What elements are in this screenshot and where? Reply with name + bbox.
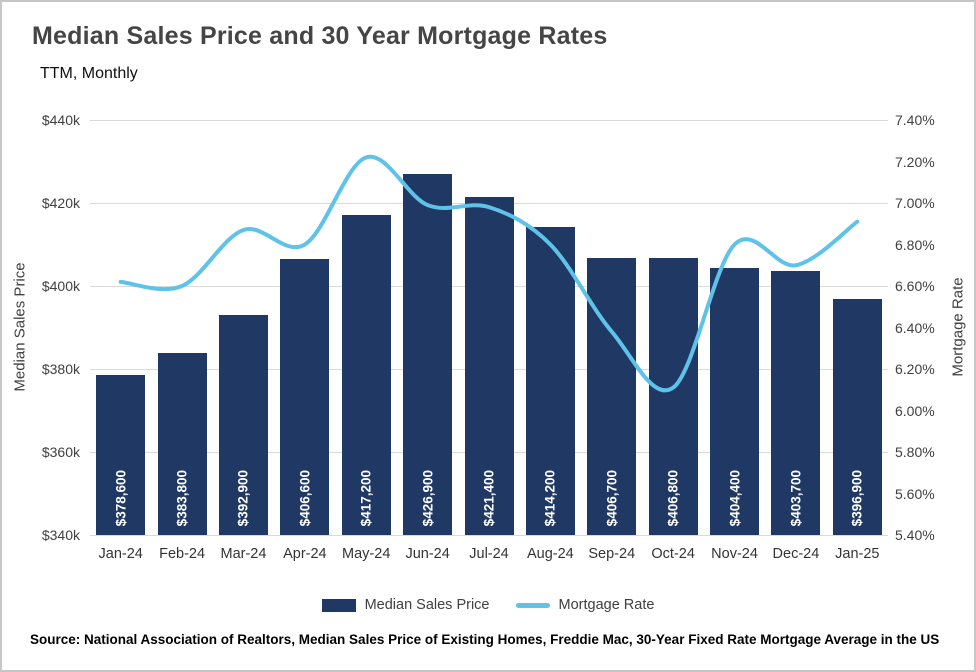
chart-subtitle: TTM, Monthly — [40, 65, 138, 82]
bar-Mar-24: $392,900 — [218, 315, 268, 535]
right-axis-title: Mortgage Rate — [949, 277, 967, 377]
axis-tick-label: $340k — [41, 527, 80, 543]
bar-Apr-24: $406,600 — [280, 258, 330, 535]
x-axis-label: Jun-24 — [405, 546, 450, 562]
axis-tick-label: 6.00% — [895, 402, 935, 419]
axis-tick-label: $380k — [41, 361, 80, 377]
axis-tick-label: 5.40% — [895, 527, 935, 543]
axis-tick-label: 7.40% — [895, 112, 935, 128]
x-axis-label: Feb-24 — [159, 546, 206, 562]
right-axis-ticks: 7.40% 7.20% 7.00% 6.80% 6.60% 6.40% 6.20% 6.00%… — [895, 112, 947, 543]
axis-tick-label: 6.60% — [895, 278, 935, 294]
plot-area: $378,600 $383,800 $392,900 $406,600 $417,200… — [90, 120, 888, 536]
axis-tick-label: $360k — [41, 444, 80, 460]
bar-swatch-icon — [321, 598, 356, 612]
axis-tick-label: 5.60% — [895, 485, 935, 502]
left-axis-ticks: $440k $420k $400k $380k $360k $340k — [28, 112, 80, 543]
x-axis-labels: Jan-24 Feb-24 Mar-24 Apr-24 May-24 Jun-24 Jul-… — [90, 546, 888, 568]
gridline — [90, 120, 888, 121]
legend-label: Mortgage Rate — [558, 597, 655, 613]
left-axis-title: Median Sales Price — [11, 262, 29, 392]
bar-Jun-24: $426,900 — [403, 174, 453, 535]
x-axis-label: Apr-24 — [283, 546, 327, 562]
axis-tick-label: 6.80% — [895, 236, 935, 253]
source-note: Source: National Association of Realtors… — [30, 632, 940, 647]
axis-tick-label: 5.80% — [895, 444, 935, 460]
axis-tick-label: $400k — [41, 278, 80, 294]
legend-item-median-sales-price: Median Sales Price — [321, 597, 490, 613]
x-axis-label: Mar-24 — [220, 546, 267, 562]
legend: Median Sales Price Mortgage Rate — [2, 597, 974, 613]
x-axis-label: Aug-24 — [526, 546, 574, 562]
bar-Jul-24: $421,400 — [464, 197, 514, 535]
bar-Dec-24: $403,700 — [771, 270, 821, 535]
x-axis-label: May-24 — [342, 546, 391, 562]
gridline — [90, 535, 888, 536]
x-axis-label: Jan-24 — [98, 546, 143, 562]
axis-tick-label: 7.00% — [895, 195, 935, 211]
axis-tick-label: $440k — [41, 112, 80, 128]
x-axis-label: Dec-24 — [772, 546, 820, 562]
bar-Sep-24: $406,700 — [587, 258, 637, 535]
chart-title: Median Sales Price and 30 Year Mortgage … — [32, 22, 608, 50]
line-swatch-icon — [515, 602, 550, 608]
x-axis-label: Nov-24 — [711, 546, 758, 562]
axis-tick-label: 7.20% — [895, 153, 935, 170]
axis-tick-label: $420k — [41, 195, 80, 211]
legend-item-mortgage-rate: Mortgage Rate — [515, 597, 655, 613]
axis-tick-label: 6.20% — [895, 361, 935, 377]
bar-Jan-24: $378,600 — [96, 374, 146, 535]
bar-May-24: $417,200 — [341, 214, 391, 535]
x-axis-label: Jul-24 — [469, 546, 509, 562]
axis-tick-label: 6.40% — [895, 319, 935, 336]
bar-Aug-24: $414,200 — [525, 227, 575, 535]
legend-label: Median Sales Price — [364, 597, 490, 613]
x-axis-label: Jan-25 — [835, 546, 880, 562]
bar-Oct-24: $406,800 — [648, 257, 698, 535]
bar-Nov-24: $404,400 — [710, 267, 760, 535]
x-axis-label: Sep-24 — [588, 546, 636, 562]
bar-Jan-25: $396,900 — [832, 298, 882, 535]
mortgage-rate-line — [118, 154, 860, 393]
x-axis-label: Oct-24 — [651, 546, 695, 562]
bar-Feb-24: $383,800 — [157, 353, 207, 535]
